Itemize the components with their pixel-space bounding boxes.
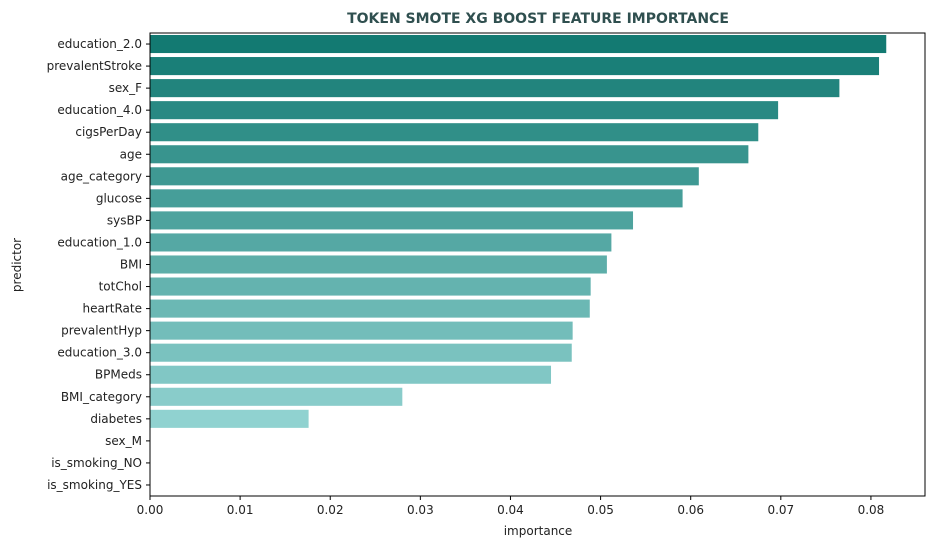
x-tick-labels: 0.00 0.01 0.02 0.03 0.04 0.05 0.06 0.07 0.08 <box>137 496 885 517</box>
y-tick-label: education_2.0 <box>57 37 142 51</box>
bar-education_3.0 <box>150 343 572 362</box>
y-tick-labels: education_2.0 prevalentStroke sex_Feducati… <box>47 37 150 492</box>
bar-age_category <box>150 167 699 186</box>
x-tick-label: 0.08 <box>858 503 885 517</box>
bar-BMI <box>150 255 607 274</box>
y-tick-label: sysBP <box>107 213 142 227</box>
x-tick-label: 0.05 <box>587 503 614 517</box>
y-tick-label: education_1.0 <box>57 235 142 249</box>
x-tick-label: 0.04 <box>497 503 524 517</box>
y-tick-label: heartRate <box>83 302 143 316</box>
y-tick-label: education_3.0 <box>57 346 142 360</box>
bar-BPMeds <box>150 365 552 384</box>
bars-group <box>150 34 887 428</box>
y-tick-label: totChol <box>99 280 142 294</box>
bar-sysBP <box>150 211 634 230</box>
y-axis-label: predictor <box>10 238 24 292</box>
y-tick-label: sex_F <box>109 81 143 95</box>
bar-prevalentHyp <box>150 321 573 340</box>
bar-education_2.0 <box>150 34 887 54</box>
bar-glucose <box>150 189 683 208</box>
y-tick-label: BMI <box>120 258 142 272</box>
y-tick-label: education_4.0 <box>57 103 142 117</box>
bar-education_1.0 <box>150 233 612 252</box>
y-tick-label: age <box>120 147 142 161</box>
y-tick-label: BPMeds <box>95 368 142 382</box>
bar-totChol <box>150 277 591 296</box>
y-tick-label: BMI_category <box>61 390 142 404</box>
x-axis-label: importance <box>504 524 573 538</box>
y-tick-label: prevalentHyp <box>61 324 142 338</box>
x-tick-label: 0.02 <box>317 503 344 517</box>
y-tick-label: sex_M <box>105 434 142 448</box>
x-tick-label: 0.00 <box>137 503 164 517</box>
y-tick-label: diabetes <box>90 412 142 426</box>
bar-diabetes <box>150 409 309 428</box>
y-tick-label: is_smoking_YES <box>47 478 142 492</box>
bar-cigsPerDay <box>150 123 759 142</box>
bar-BMI_category <box>150 387 403 406</box>
y-tick-label: prevalentStroke <box>47 59 142 73</box>
bar-heartRate <box>150 299 590 318</box>
y-tick-label: is_smoking_NO <box>51 456 142 470</box>
bar-age <box>150 145 749 164</box>
x-tick-label: 0.06 <box>677 503 704 517</box>
bar-prevalentStroke <box>150 57 880 76</box>
bar-education_4.0 <box>150 101 779 120</box>
bar-sex_F <box>150 79 840 98</box>
chart-title: TOKEN SMOTE XG BOOST FEATURE IMPORTANCE <box>347 11 729 27</box>
x-tick-label: 0.01 <box>227 503 254 517</box>
y-tick-label: cigsPerDay <box>75 125 142 139</box>
x-tick-label: 0.03 <box>407 503 434 517</box>
y-tick-label: age_category <box>61 169 142 183</box>
plot-frame <box>149 32 926 497</box>
x-tick-label: 0.07 <box>767 503 794 517</box>
y-tick-label: glucose <box>96 191 142 205</box>
